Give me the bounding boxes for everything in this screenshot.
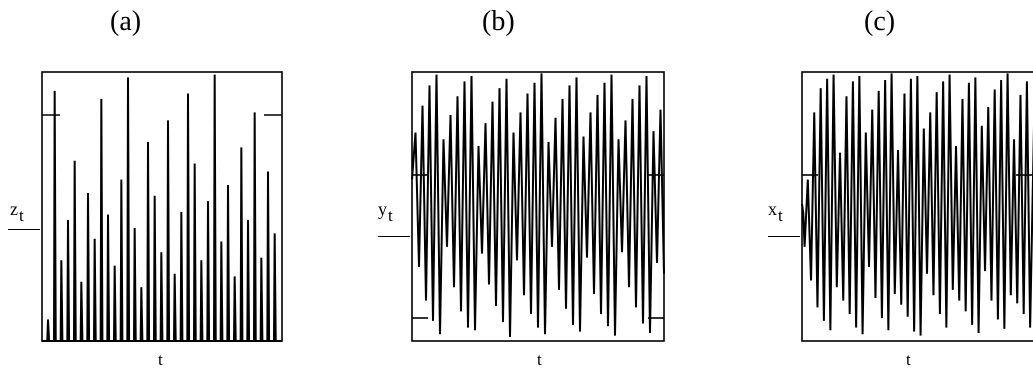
panel-c: (c) xt t xyxy=(760,0,1033,371)
y-axis-label-rule-b xyxy=(378,236,410,237)
x-axis-label-a: t xyxy=(158,350,163,369)
y-axis-label-sub-b: t xyxy=(388,206,393,225)
y-axis-label-sub-c: t xyxy=(778,206,783,225)
plot-b xyxy=(411,71,665,342)
y-axis-label-b: yt xyxy=(378,199,393,225)
y-axis-label-rule-c xyxy=(768,236,800,237)
plot-c xyxy=(801,71,1033,342)
x-axis-label-b: t xyxy=(537,350,542,369)
series-line-a xyxy=(42,74,282,342)
plot-a xyxy=(41,71,283,342)
y-axis-label-main-b: y xyxy=(378,199,387,219)
series-line-b xyxy=(411,73,665,337)
y-axis-label-a: zt xyxy=(10,199,24,225)
y-axis-label-sub-a: t xyxy=(19,206,24,225)
panel-a: (a) zt t xyxy=(0,0,300,371)
panel-label-c: (c) xyxy=(864,6,896,37)
y-axis-label-rule-a xyxy=(8,229,40,230)
panel-label-b: (b) xyxy=(482,6,515,37)
plot-frame-b xyxy=(411,71,665,342)
panel-label-a: (a) xyxy=(110,6,142,37)
y-axis-label-main-a: z xyxy=(10,199,18,219)
panel-b: (b) yt t xyxy=(370,0,670,371)
x-axis-label-c: t xyxy=(906,350,911,369)
y-axis-label-main-c: x xyxy=(768,199,777,219)
y-axis-label-c: xt xyxy=(768,199,783,225)
series-line-c xyxy=(801,73,1033,336)
